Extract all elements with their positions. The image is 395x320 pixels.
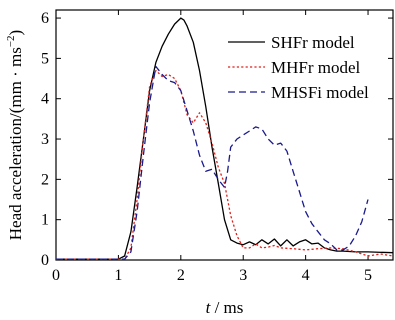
- y-tick-label: 6: [41, 10, 49, 27]
- y-axis-tick-labels: 1 2 3 4 5 6 0: [41, 10, 49, 269]
- origin-tick-label: 0: [41, 252, 49, 269]
- y-tick-label: 3: [41, 131, 49, 148]
- series-lines: [56, 17, 394, 260]
- legend-label: SHFr model: [271, 33, 355, 52]
- y-tick-label: 5: [41, 50, 49, 67]
- series-line-3: [56, 65, 369, 260]
- x-axis-title-unit: / ms: [210, 298, 243, 317]
- x-tick-label: 2: [177, 267, 185, 284]
- x-tick-label: 4: [302, 267, 310, 284]
- axis-ticks: [55, 10, 393, 260]
- y-axis-title-main: Head acceleration/(mm · ms: [6, 47, 25, 240]
- y-tick-label: 4: [41, 91, 49, 108]
- x-axis-title: t / ms: [206, 298, 244, 317]
- legend: SHFr model MHFr model MHSFi model: [228, 33, 369, 102]
- y-tick-label: 1: [41, 212, 49, 229]
- series-line-1: [56, 17, 394, 260]
- plot-border: [55, 9, 394, 261]
- x-axis-title-symbol: t: [206, 298, 212, 317]
- x-axis-tick-labels: 0 1 2 3 4 5: [52, 267, 372, 284]
- x-tick-label: 1: [114, 267, 122, 284]
- legend-label: MHSFi model: [271, 83, 369, 102]
- series-line-2: [56, 69, 394, 260]
- x-tick-label: 5: [364, 267, 372, 284]
- y-axis-title: Head acceleration/(mm · ms−2): [5, 30, 25, 240]
- x-tick-label: 0: [52, 267, 60, 284]
- x-tick-label: 3: [239, 267, 247, 284]
- y-axis-title-close: ): [6, 30, 25, 36]
- legend-label: MHFr model: [271, 58, 361, 77]
- y-axis-title-exponent: −2: [5, 35, 17, 47]
- plot-area: [55, 9, 394, 261]
- y-tick-label: 2: [41, 171, 49, 188]
